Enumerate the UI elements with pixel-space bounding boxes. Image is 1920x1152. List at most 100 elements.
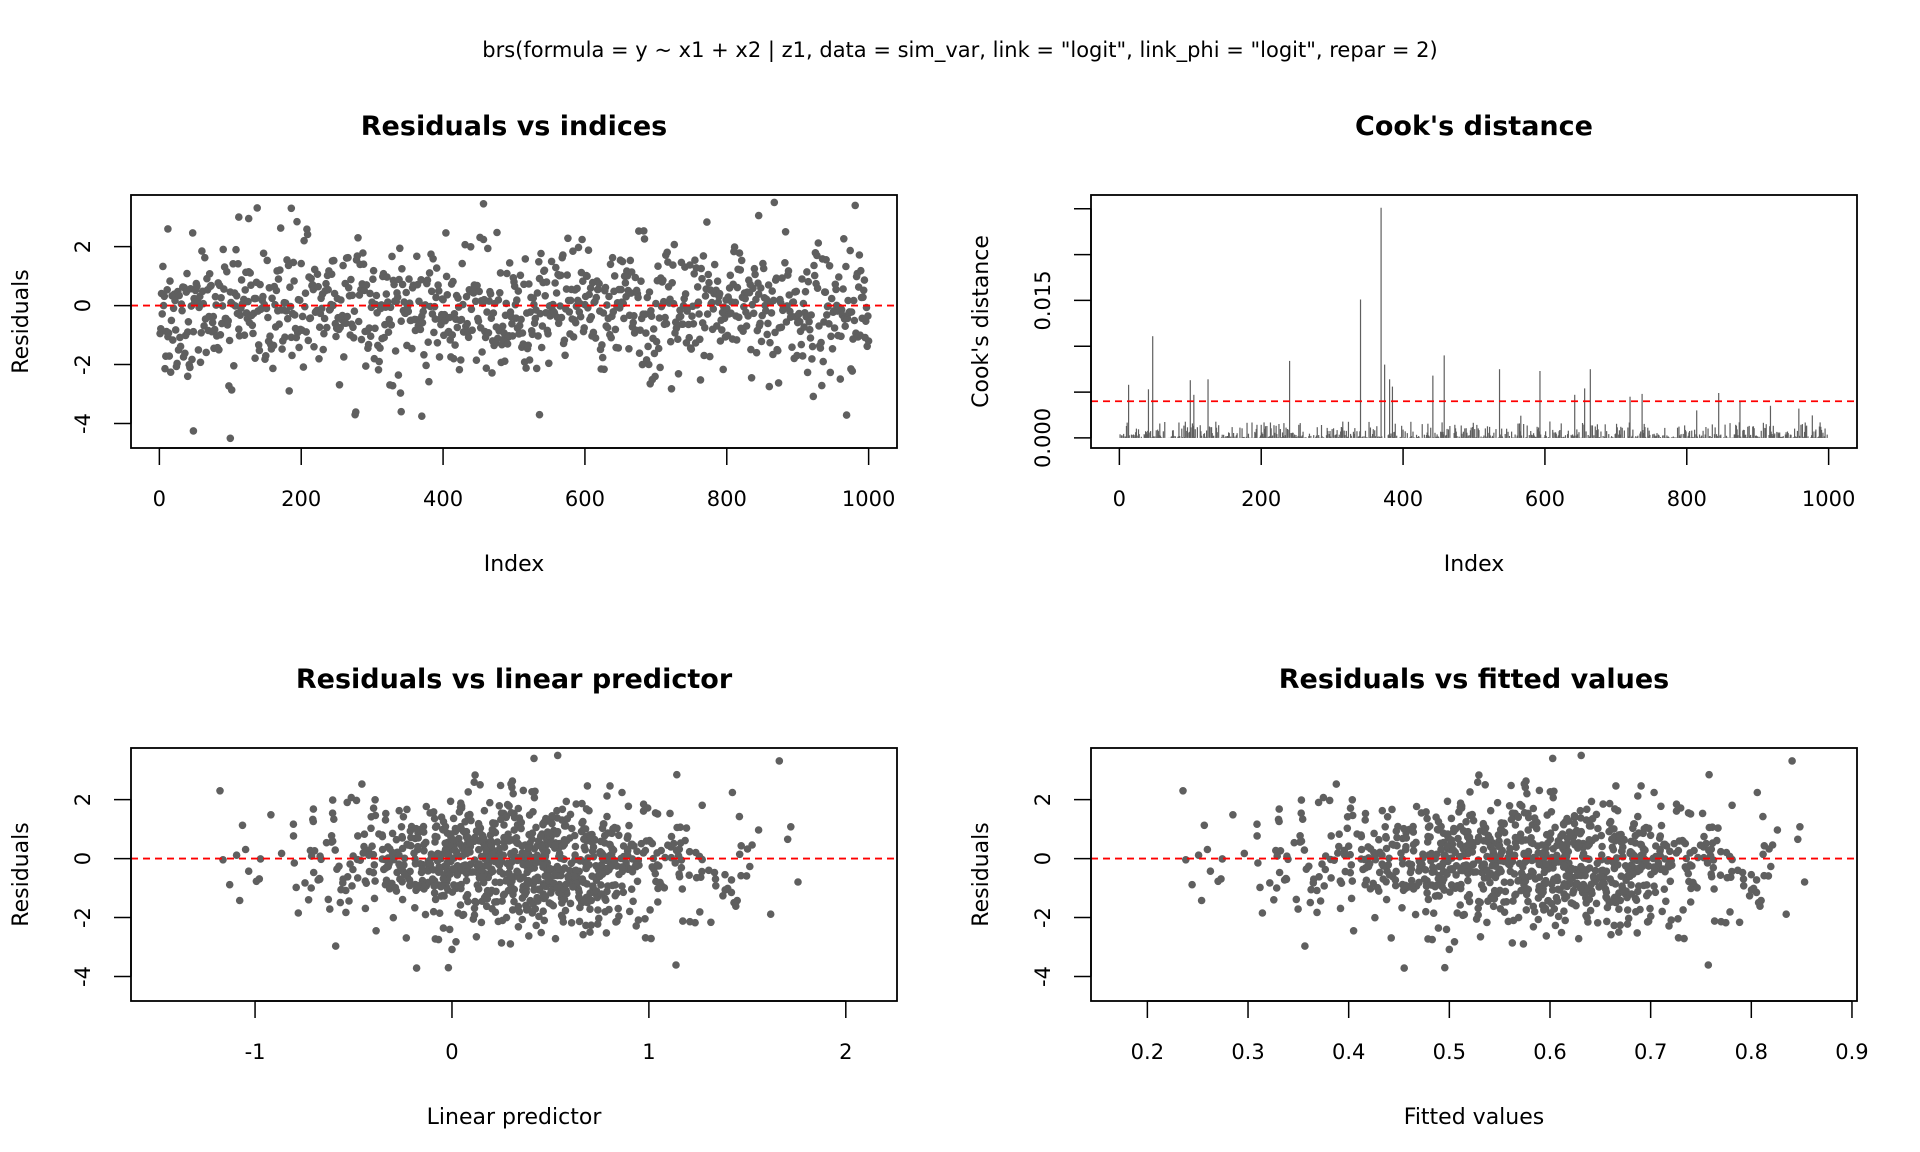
data-point [566,296,575,305]
data-point [1753,788,1762,797]
data-point [1330,856,1338,864]
data-point [397,407,406,416]
x-tick-label: 200 [281,487,321,511]
data-point [1514,834,1522,842]
data-point [235,213,243,221]
data-point [807,311,815,319]
data-point [806,325,814,334]
data-point [1348,877,1357,885]
data-point [301,302,309,311]
data-point [794,878,802,886]
data-point [183,328,192,336]
data-point [531,905,540,913]
x-tick-label: 0.8 [1735,1040,1768,1064]
data-point [561,906,570,915]
data-point [1452,871,1460,879]
data-point [291,311,299,319]
data-point [1428,935,1436,944]
data-point [309,868,318,877]
x-tick-label: 0 [153,487,166,511]
data-point [533,289,542,297]
data-point [1500,878,1509,886]
data-marks [1119,207,1830,438]
data-point [1524,826,1532,834]
data-point [1624,914,1633,923]
data-point [606,260,615,269]
data-point [435,353,444,361]
data-point [1301,942,1309,950]
data-point [737,871,745,880]
data-point [1788,757,1796,765]
data-point [848,367,857,375]
data-point [1554,885,1562,894]
data-point [1728,867,1736,876]
data-point [1542,830,1551,839]
data-point [521,255,530,263]
data-point [445,925,454,934]
data-point [822,255,830,264]
data-point [647,934,655,943]
data-point [1179,787,1187,795]
data-point [247,281,255,290]
data-point [1422,808,1430,816]
data-point [479,235,488,244]
x-axis: 0 200 400 600 800 1000 [1113,447,1855,511]
data-point [388,252,396,261]
data-point [208,318,217,327]
data-point [719,892,727,900]
data-point [525,830,533,839]
data-point [1727,873,1735,881]
data-point [796,317,804,326]
data-point [453,825,461,833]
data-point [388,848,397,857]
data-point [241,845,250,854]
data-point [564,872,572,881]
data-point [1633,929,1641,937]
data-point [1464,876,1472,885]
data-point [1638,862,1647,870]
data-point [533,851,542,860]
data-point [864,337,873,345]
data-point [301,289,310,298]
data-point [855,251,864,259]
data-point [1409,840,1418,849]
data-point [1362,876,1371,885]
data-point [262,304,271,313]
data-point [1415,878,1423,887]
y-axis-label: Cook's distance [969,235,994,408]
data-point [1585,895,1594,904]
data-point [429,254,437,263]
data-point [1346,850,1354,859]
data-point [837,332,845,341]
data-point [488,825,497,834]
data-point [801,287,810,296]
data-point [198,247,206,255]
data-point [342,319,350,328]
data-point [641,310,649,319]
data-point [220,285,228,293]
data-point [566,899,575,908]
data-point [656,363,664,372]
data-point [1266,879,1274,887]
data-point [398,280,407,289]
data-point [631,273,640,282]
data-point [1398,860,1407,868]
data-point [1335,842,1343,851]
data-point [1400,964,1408,972]
data-point [164,329,173,337]
data-point [329,301,337,310]
data-point [530,754,538,763]
data-point [315,874,324,883]
data-point [452,938,460,946]
data-point [736,266,745,274]
data-point [774,379,783,387]
data-point [428,875,437,883]
data-point [396,875,404,883]
data-point [252,877,261,886]
data-point [430,328,438,337]
data-point [535,410,544,419]
data-point [307,884,316,892]
data-point [1479,845,1488,854]
data-point [1796,823,1804,831]
data-point [750,264,759,273]
